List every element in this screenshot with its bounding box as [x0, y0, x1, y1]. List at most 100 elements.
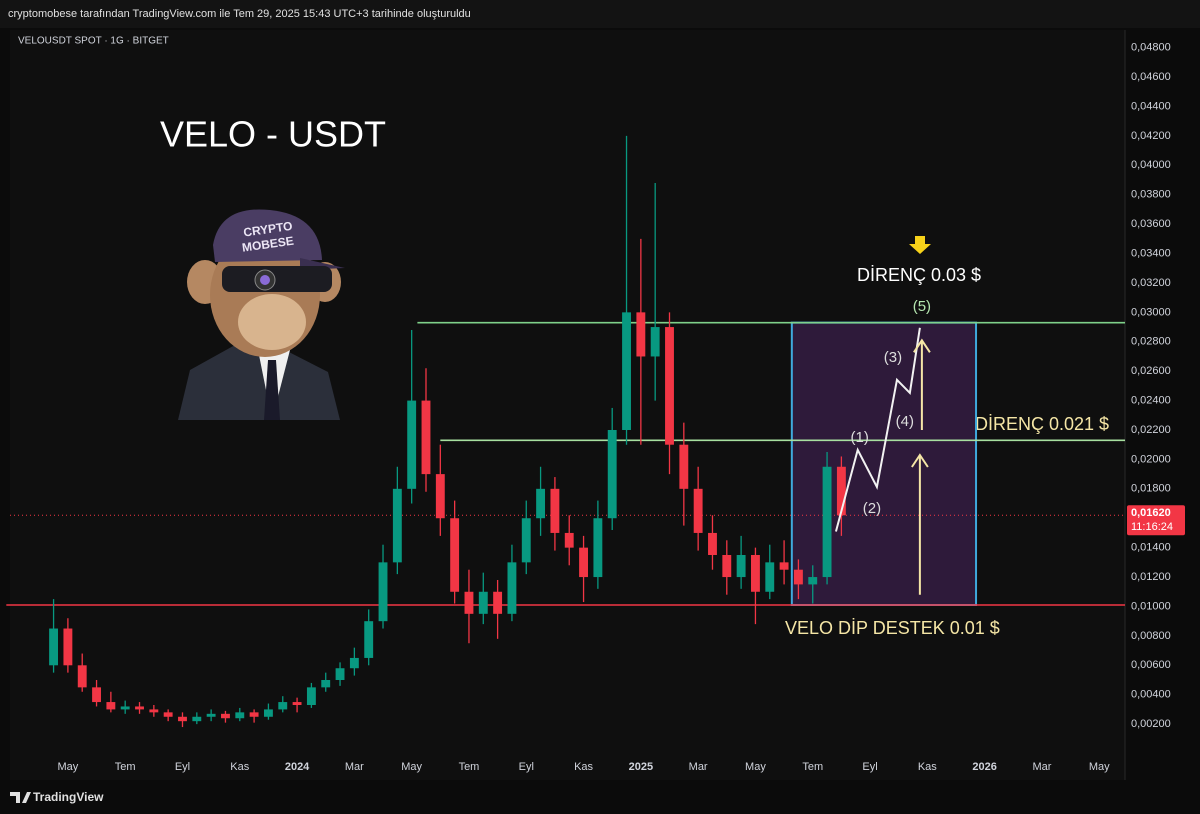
candle-body: [736, 555, 746, 578]
wave-label: (3): [884, 349, 902, 366]
candle-body: [49, 628, 59, 666]
candle-body: [464, 591, 474, 614]
y-tick-label: 0,00600: [1131, 659, 1171, 671]
candle-body: [550, 488, 560, 533]
candle-body: [106, 702, 116, 710]
candle-body: [593, 518, 603, 578]
candle-body: [163, 712, 173, 717]
y-tick-label: 0,00400: [1131, 689, 1171, 701]
down-arrow-icon: [909, 236, 931, 254]
candle-body: [722, 555, 732, 578]
y-tick-label: 0,01400: [1131, 542, 1171, 554]
avatar: CRYPTO MOBESE: [175, 209, 345, 420]
candle-body: [349, 657, 359, 669]
candle-body: [278, 702, 288, 710]
y-tick-label: 0,03400: [1131, 247, 1171, 259]
candle-body: [822, 466, 832, 578]
candle-body: [407, 400, 417, 489]
candle-body: [507, 562, 517, 614]
candle-body: [679, 444, 689, 489]
candle-body: [178, 716, 187, 722]
candle-body: [263, 709, 273, 717]
avatar-goggles: [222, 266, 332, 292]
y-tick-label: 0,02600: [1131, 365, 1171, 377]
candle-body: [636, 312, 646, 357]
x-tick-label: Kas: [574, 761, 593, 773]
candle-body: [292, 702, 302, 705]
attribution: cryptomobese tarafından TradingView.com …: [8, 8, 471, 20]
logo-icon: [10, 792, 31, 803]
y-tick-label: 0,04200: [1131, 130, 1171, 142]
candle-body: [493, 591, 503, 614]
y-tick-label: 0,04400: [1131, 100, 1171, 112]
annotation-resistance-mid: DİRENÇ 0.021 $: [975, 414, 1109, 434]
avatar-tie: [264, 360, 280, 420]
y-tick-label: 0,00800: [1131, 630, 1171, 642]
header-bar: [0, 0, 1200, 28]
candle-body: [435, 474, 445, 519]
x-tick-label: May: [1089, 761, 1110, 773]
x-tick-label: Tem: [115, 761, 136, 773]
chart-title: VELO - USDT: [160, 114, 386, 155]
candle-body: [235, 712, 245, 719]
x-tick-label: May: [745, 761, 766, 773]
x-tick-label: 2026: [972, 761, 996, 773]
y-tick-label: 0,03800: [1131, 189, 1171, 201]
candle-body: [751, 555, 760, 592]
y-tick-label: 0,02400: [1131, 394, 1171, 406]
candle-body: [335, 668, 345, 680]
x-tick-label: Tem: [459, 761, 480, 773]
candle-body: [708, 532, 717, 555]
y-tick-label: 0,01200: [1131, 571, 1171, 583]
x-tick-label: Eyl: [175, 761, 190, 773]
avatar-muzzle: [238, 294, 306, 350]
candle-body: [364, 621, 374, 658]
arrow: [911, 453, 929, 595]
candle-body: [321, 680, 331, 688]
candle-body: [149, 709, 159, 713]
candle-body: [221, 713, 230, 719]
candle-body: [665, 327, 674, 445]
y-tick-label: 0,02200: [1131, 424, 1171, 436]
candle-body: [63, 628, 73, 666]
candle-body: [77, 665, 87, 688]
wave-label: (4): [896, 413, 914, 430]
candle-body: [135, 706, 144, 710]
y-tick-label: 0,01000: [1131, 600, 1171, 612]
x-tick-label: 2025: [629, 761, 653, 773]
x-tick-label: May: [401, 761, 422, 773]
x-tick-label: Eyl: [862, 761, 877, 773]
annotation-support: VELO DİP DESTEK 0.01 $: [785, 618, 1000, 638]
candle-body: [192, 716, 202, 722]
candle-body: [206, 713, 216, 717]
wave-label: (2): [863, 500, 881, 517]
candle-body: [249, 712, 259, 717]
wave-label: (1): [851, 429, 869, 446]
y-tick-label: 0,02800: [1131, 336, 1171, 348]
candle-body: [378, 562, 388, 622]
y-tick-label: 0,04600: [1131, 71, 1171, 83]
avatar-cap: [213, 209, 322, 262]
candle-body: [450, 518, 460, 592]
y-tick-label: 0,04800: [1131, 42, 1171, 54]
x-tick-label: Tem: [802, 761, 823, 773]
candle-body: [779, 562, 789, 570]
arrow: [913, 338, 931, 430]
candle-body: [579, 547, 588, 578]
y-tick-label: 0,04000: [1131, 159, 1171, 171]
x-tick-label: Kas: [918, 761, 937, 773]
last-price-box: [1127, 505, 1185, 536]
y-tick-label: 0,03200: [1131, 277, 1171, 289]
candle-body: [120, 706, 130, 710]
candle-body: [536, 488, 546, 519]
logo: TradingView: [10, 790, 104, 804]
x-tick-label: Mar: [345, 761, 364, 773]
x-tick-label: Mar: [689, 761, 708, 773]
candle-body: [793, 569, 803, 585]
countdown-label: 11:16:24: [1131, 521, 1173, 533]
y-tick-label: 0,01800: [1131, 483, 1171, 495]
x-tick-label: Mar: [1032, 761, 1051, 773]
candle-body: [521, 518, 531, 563]
